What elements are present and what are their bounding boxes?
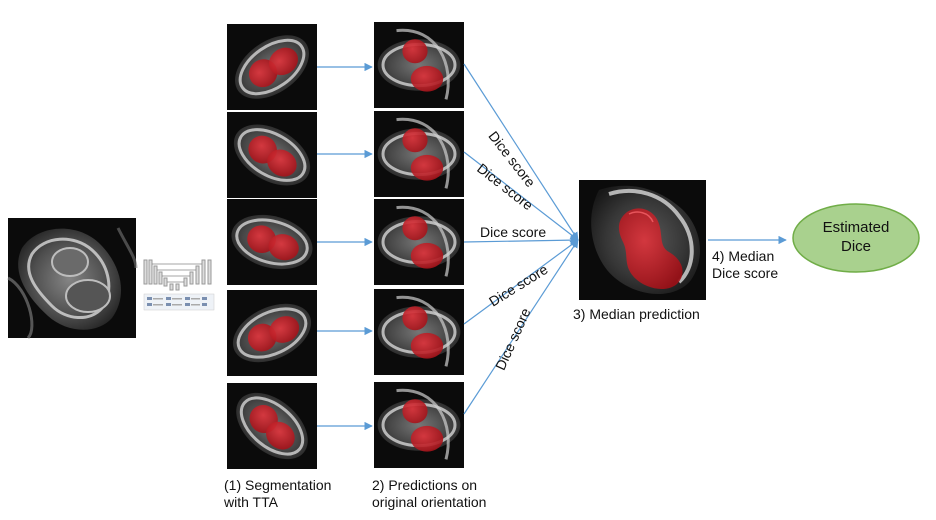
step2-label: 2) Predictions on original orientation — [372, 477, 486, 511]
step4-label-line2: Dice score — [712, 265, 779, 281]
original-prediction-thumb-1 — [374, 22, 464, 108]
step3-label-text: 3) Median prediction — [573, 306, 700, 322]
tta-segmentation-thumb-3 — [227, 199, 317, 285]
unet-architecture-icon — [140, 256, 218, 312]
dice-score-arrows — [463, 63, 579, 415]
dice-score-arrow-4 — [463, 239, 579, 325]
step1-label-line2: with TTA — [224, 494, 278, 510]
step2-label-line1: 2) Predictions on — [372, 477, 478, 493]
dice-score-arrow-3 — [463, 235, 579, 245]
estimated-dice-label: Estimated Dice — [790, 218, 922, 256]
dice-score-arrow-2 — [463, 151, 579, 241]
tta-segmentation-column — [227, 24, 317, 469]
input-mri-image — [7, 218, 138, 340]
dice-score-arrow-5 — [463, 239, 579, 415]
tta-segmentation-thumb-1 — [227, 24, 317, 110]
dice-score-arrow-1 — [463, 63, 579, 241]
tta-segmentation-thumb-2 — [227, 112, 317, 198]
median-prediction-image — [579, 180, 706, 300]
estimated-dice-line1: Estimated — [822, 219, 890, 236]
dice-score-label-3: Dice score — [480, 224, 547, 240]
estimated-dice-line2: Dice — [840, 238, 871, 255]
estimated-dice-node — [792, 203, 920, 273]
original-prediction-thumb-5 — [374, 382, 464, 468]
tta-segmentation-thumb-5 — [227, 383, 317, 469]
tta-segmentation-thumb-4 — [227, 290, 317, 376]
original-orientation-predictions-column — [374, 22, 464, 468]
step1-label: (1) Segmentation with TTA — [224, 477, 331, 511]
step2-label-line2: original orientation — [372, 494, 487, 510]
original-prediction-thumb-4 — [374, 289, 464, 375]
step3-label: 3) Median prediction — [573, 306, 700, 323]
tta-to-original-arrows — [317, 62, 373, 431]
original-prediction-thumb-3 — [374, 199, 464, 285]
step4-label-line1: 4) Median — [712, 248, 775, 264]
step4-label: 4) Median Dice score — [712, 248, 778, 282]
original-prediction-thumb-2 — [374, 111, 464, 197]
step1-label-line1: (1) Segmentation — [224, 477, 332, 493]
